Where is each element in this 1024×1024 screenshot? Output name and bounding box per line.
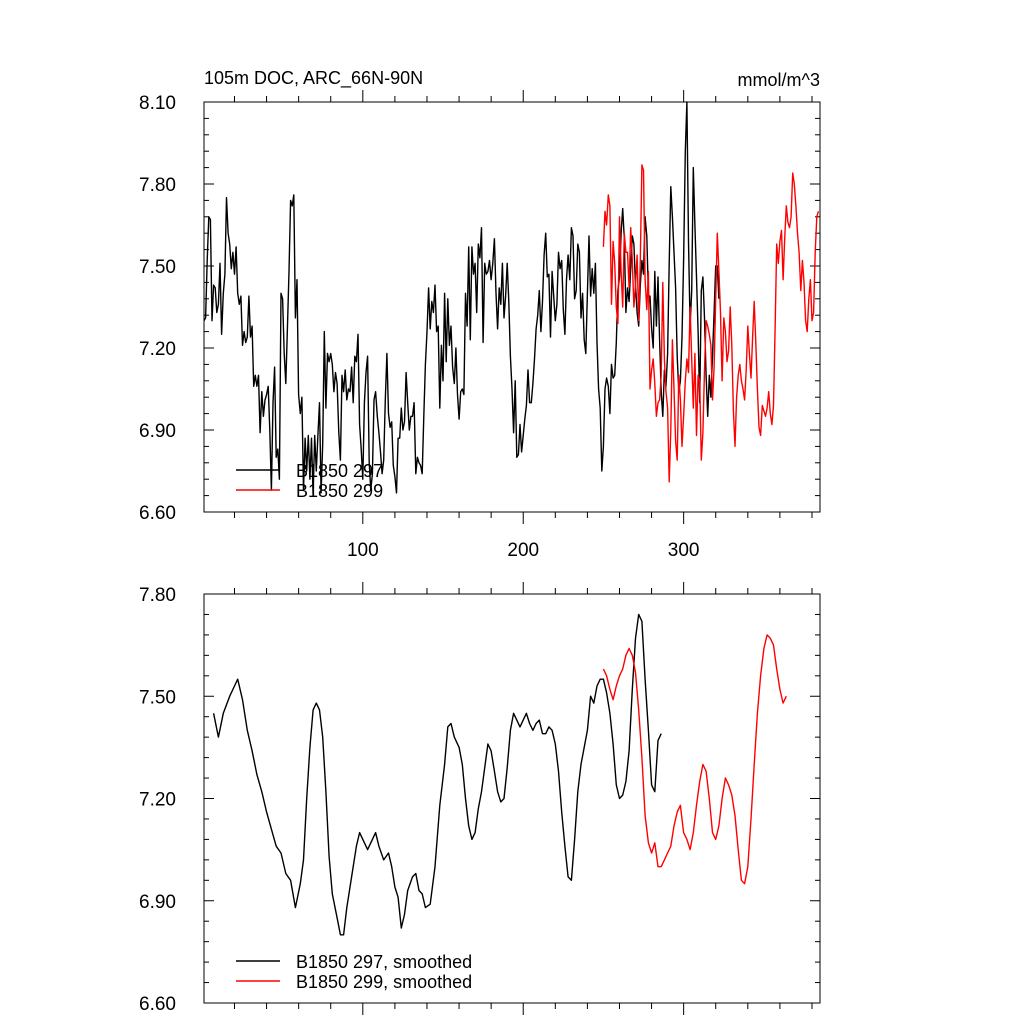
legend-label: B1850 297 (296, 461, 383, 481)
y-tick-label: 6.60 (139, 994, 176, 1015)
chart-title: 105m DOC, ARC_66N-90N (204, 68, 423, 89)
y-tick-label: 7.20 (139, 790, 176, 811)
y-tick-label: 7.50 (139, 687, 176, 708)
plot-frame (203, 101, 821, 513)
legend-label: B1850 299 (296, 481, 383, 501)
legend-label: B1850 299, smoothed (296, 972, 472, 992)
x-tick-label: 100 (347, 540, 379, 561)
plot-frame (203, 593, 821, 1004)
legend-label: B1850 297, smoothed (296, 952, 472, 972)
top-panel: 105m DOC, ARC_66N-90N mmol/m^3 6.60 6.90 7… (139, 68, 821, 561)
y-tick-label: 6.90 (139, 892, 176, 913)
y-tick-label: 8.10 (139, 93, 176, 114)
series-line-1 (212, 613, 662, 936)
x-tick-label: 200 (507, 540, 539, 561)
y-tick-label: 7.80 (139, 175, 176, 196)
series-line-2 (602, 164, 820, 483)
series-line-1 (203, 101, 720, 497)
bottom-panel: 6.60 6.90 7.20 7.50 7.80 B1850 297, smoothedB… (139, 582, 821, 1015)
units-label: mmol/m^3 (738, 70, 820, 90)
y-tick-label: 6.60 (139, 503, 176, 524)
y-tick-label: 7.50 (139, 257, 176, 278)
y-tick-label: 7.80 (139, 585, 176, 606)
series-line-2 (602, 634, 787, 885)
x-tick-label: 300 (668, 540, 700, 561)
y-tick-label: 6.90 (139, 421, 176, 442)
y-tick-label: 7.20 (139, 339, 176, 360)
